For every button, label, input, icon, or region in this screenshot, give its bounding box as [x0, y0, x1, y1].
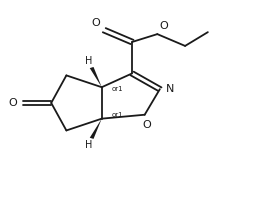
Polygon shape	[90, 67, 102, 87]
Text: H: H	[85, 140, 93, 150]
Text: O: O	[160, 21, 169, 31]
Text: H: H	[85, 56, 93, 66]
Polygon shape	[90, 119, 102, 139]
Text: or1: or1	[112, 86, 123, 92]
Text: O: O	[143, 120, 152, 130]
Text: N: N	[166, 84, 174, 94]
Text: O: O	[92, 18, 101, 28]
Text: or1: or1	[112, 112, 123, 118]
Text: O: O	[8, 98, 17, 108]
